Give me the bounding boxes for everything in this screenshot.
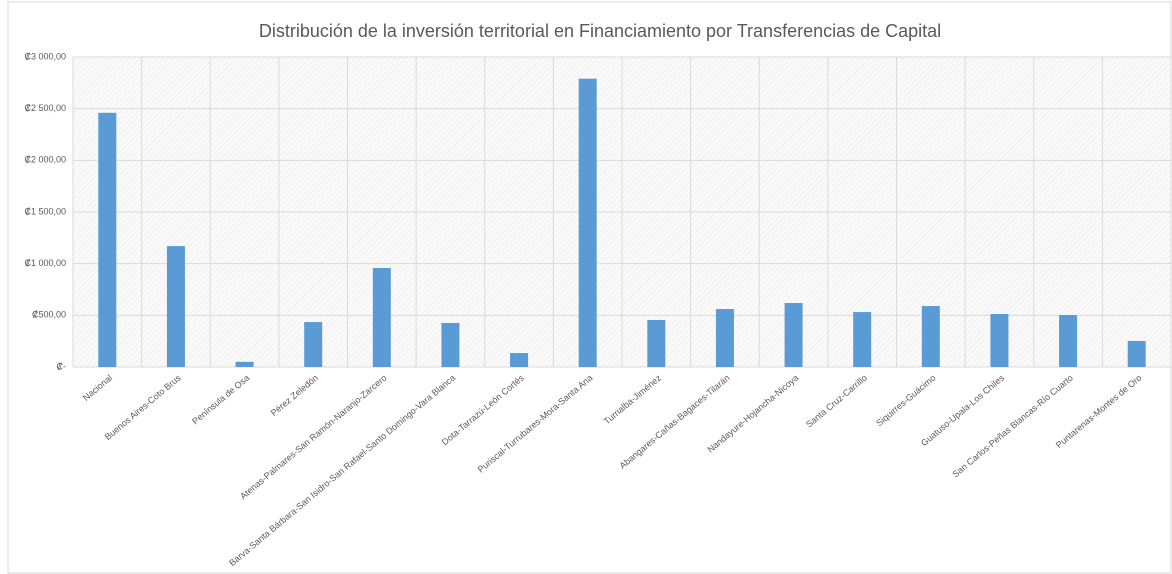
x-tick-label: Abangares-Cañas-Bagaces-Tilarán (618, 373, 732, 471)
bar (1127, 340, 1146, 367)
bar (166, 246, 185, 367)
x-tick-label: Turrialba-Jiménez (602, 372, 664, 426)
chart-title: Distribución de la inversión territorial… (259, 21, 941, 41)
bar (235, 361, 254, 367)
y-tick-label: ₡500,00 (32, 310, 66, 320)
bar (715, 309, 734, 367)
y-tick-label: ₡- (57, 361, 67, 371)
bar (647, 319, 666, 367)
bar (441, 322, 460, 367)
x-tick-label: Nacional (81, 373, 114, 403)
x-tick-label: Siquirres-Guácimo (874, 373, 938, 429)
y-tick-label: ₡3 000,00 (24, 51, 66, 61)
x-tick-label: Buenos Aires-Coto Brus (103, 372, 183, 442)
bar (372, 268, 391, 367)
bar (921, 306, 940, 367)
x-tick-label: Atenas-Palmares-San Ramón-Naranjo-Zarcer… (238, 373, 389, 502)
x-tick-label: Barva-Santa Bárbara-San Isidro-San Rafae… (227, 373, 457, 568)
bar (784, 303, 803, 367)
x-tick-label: San Carlos-Peñas Blancas-Río Cuarto (950, 373, 1074, 480)
x-tick-label: Puriscal-Turrubares-Mora-Santa Ana (476, 373, 595, 475)
bar (98, 112, 117, 367)
y-tick-label: ₡1 000,00 (24, 258, 66, 268)
x-tick-label: Pérez Zeledón (269, 373, 320, 418)
bar (304, 322, 323, 367)
bar (1059, 315, 1078, 367)
y-tick-label: ₡2 500,00 (24, 103, 66, 113)
x-tick-label: Península de Osa (190, 373, 251, 427)
bar (578, 78, 597, 367)
x-tick-label: Santa Cruz-Carrillo (804, 373, 869, 430)
bar (990, 313, 1009, 367)
bar (510, 353, 529, 367)
y-tick-label: ₡1 500,00 (24, 206, 66, 216)
bar (853, 312, 872, 367)
y-tick-label: ₡2 000,00 (24, 155, 66, 165)
